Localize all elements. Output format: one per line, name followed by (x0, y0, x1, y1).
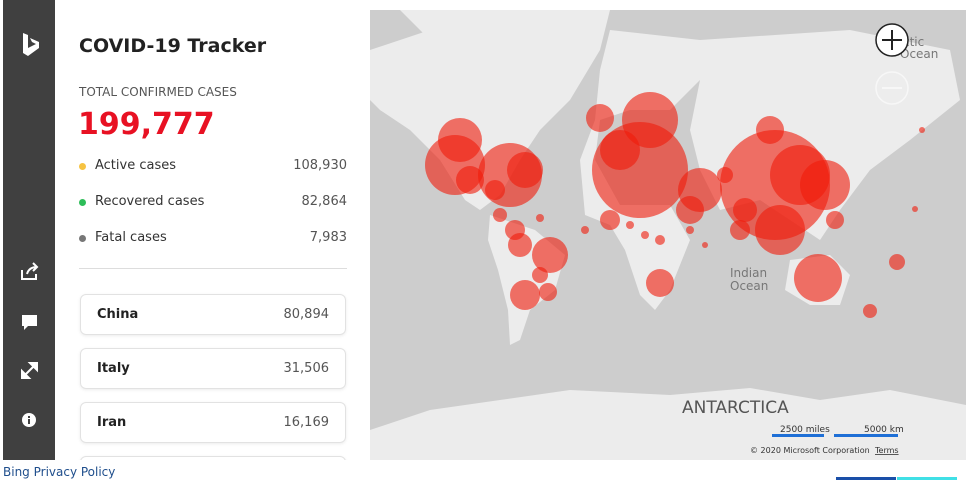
scale-label: 5000 km (864, 425, 904, 435)
case-bubble[interactable] (532, 267, 548, 283)
ocean-label: Ocean (900, 47, 938, 61)
case-bubble[interactable] (686, 226, 694, 234)
case-bubble[interactable] (733, 198, 757, 222)
stat-row: Fatal cases 7,983 (79, 229, 347, 249)
info-icon[interactable] (22, 413, 36, 427)
case-bubble[interactable] (581, 226, 589, 234)
stat-row: Recovered cases 82,864 (79, 193, 347, 213)
case-bubble[interactable] (676, 196, 704, 224)
country-card[interactable]: China 80,894 (80, 294, 346, 335)
total-cases: 199,777 (78, 107, 215, 142)
share-icon[interactable] (21, 262, 39, 280)
zoom-out[interactable] (875, 71, 909, 105)
case-bubble[interactable] (912, 206, 918, 212)
case-bubble[interactable] (536, 214, 544, 222)
country-name: Iran (97, 415, 127, 430)
terms-link[interactable]: Terms (874, 446, 899, 455)
feedback-icon[interactable] (22, 315, 37, 330)
summary-label: TOTAL CONFIRMED CASES (79, 85, 237, 99)
case-bubble[interactable] (626, 221, 634, 229)
case-bubble[interactable] (600, 210, 620, 230)
stat-value: 7,983 (309, 230, 347, 245)
ocean-label: Ocean (730, 279, 768, 293)
continent-label: ANTARCTICA (682, 398, 789, 418)
scale-bar: 2500 miles 5000 km © 2020 Microsoft Corp… (750, 425, 904, 455)
land (370, 10, 966, 460)
ocean-label: Indian (730, 266, 767, 280)
bottom-bar (897, 477, 957, 480)
case-bubble[interactable] (456, 166, 484, 194)
scale-line (772, 434, 824, 437)
case-bubble[interactable] (493, 208, 507, 222)
case-bubble[interactable] (863, 304, 877, 318)
scale-label: 2500 miles (780, 425, 830, 435)
case-bubble[interactable] (508, 233, 532, 257)
stat-label: Fatal cases (95, 230, 167, 245)
stat-label: Recovered cases (95, 194, 205, 209)
bottom-bar (836, 477, 896, 480)
case-bubble[interactable] (510, 280, 540, 310)
case-bubble[interactable] (826, 211, 844, 229)
map[interactable]: ctic Ocean Indian Ocean ANTARCTICA 2500 … (370, 10, 966, 460)
case-bubble[interactable] (794, 254, 842, 302)
stat-value: 108,930 (293, 158, 347, 173)
case-bubble[interactable] (755, 205, 805, 255)
stat-row: Active cases 108,930 (79, 157, 347, 177)
case-bubble[interactable] (655, 235, 665, 245)
expand-icon[interactable] (21, 362, 38, 379)
divider (79, 268, 347, 269)
country-value: 31,506 (283, 361, 330, 376)
case-bubble[interactable] (919, 127, 925, 133)
stat-value: 82,864 (301, 194, 348, 209)
map-labels: ctic Ocean Indian Ocean ANTARCTICA (682, 35, 938, 418)
country-name: China (97, 307, 139, 322)
case-bubble[interactable] (600, 130, 640, 170)
scale-line (834, 434, 898, 437)
case-bubble[interactable] (730, 220, 750, 240)
case-bubble[interactable] (507, 152, 543, 188)
stat-label: Active cases (95, 158, 177, 173)
sidebar-icons (21, 33, 39, 427)
sidebar (3, 0, 55, 460)
case-bubble[interactable] (889, 254, 905, 270)
case-bubble[interactable] (646, 269, 674, 297)
country-card[interactable]: Italy 31,506 (80, 348, 346, 389)
copyright: © 2020 Microsoft Corporation (750, 446, 870, 455)
privacy-link[interactable]: Bing Privacy Policy (3, 465, 116, 479)
bing-logo[interactable] (23, 33, 39, 56)
case-bubble[interactable] (539, 283, 557, 301)
country-name: Italy (97, 361, 130, 376)
zoom-in[interactable] (875, 23, 909, 57)
case-bubble[interactable] (532, 237, 568, 273)
case-bubble[interactable] (586, 104, 614, 132)
country-card[interactable] (80, 456, 346, 460)
info-panel: COVID-19 Tracker TOTAL CONFIRMED CASES 1… (55, 0, 370, 460)
case-bubble[interactable] (770, 145, 830, 205)
country-value: 16,169 (283, 415, 330, 430)
case-bubble[interactable] (641, 231, 649, 239)
case-bubble[interactable] (485, 180, 505, 200)
country-value: 80,894 (283, 307, 330, 322)
case-bubble[interactable] (702, 242, 708, 248)
country-card[interactable]: Iran 16,169 (80, 402, 346, 443)
case-bubbles (425, 92, 925, 318)
case-bubble[interactable] (717, 167, 733, 183)
panel-title: COVID-19 Tracker (79, 35, 267, 57)
